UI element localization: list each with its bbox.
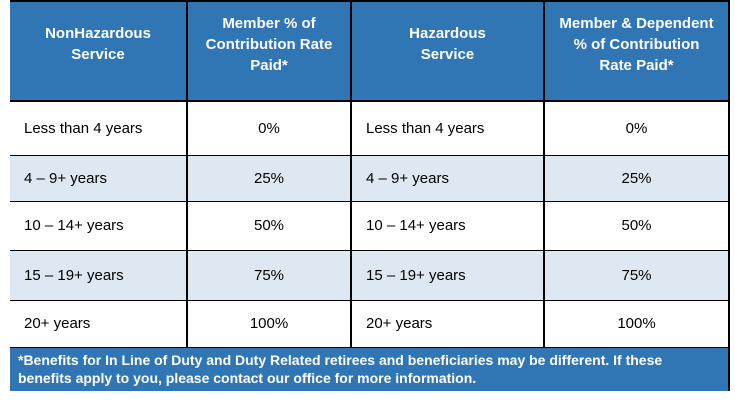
hazardous-service-cell: 10 – 14+ years — [350, 200, 544, 251]
member-dependent-pct-cell: 25% — [543, 154, 729, 202]
hazardous-service-cell: Less than 4 years — [350, 100, 544, 156]
col-header-member-pct-paid: Member % of Contribution Rate Paid* — [186, 1, 351, 102]
contribution-rates-table: NonHazardous Service Member % of Contrib… — [10, 0, 730, 391]
member-dependent-pct-cell: 0% — [543, 100, 729, 156]
nonhazardous-service-cell: 4 – 9+ years — [10, 154, 187, 202]
member-pct-cell: 75% — [186, 249, 351, 301]
member-dependent-pct-cell: 100% — [543, 299, 729, 348]
nonhazardous-service-cell: Less than 4 years — [10, 100, 187, 156]
hazardous-service-cell: 15 – 19+ years — [350, 249, 544, 301]
table-row: 10 – 14+ years 50% 10 – 14+ years 50% — [10, 200, 729, 251]
table-row: 20+ years 100% 20+ years 100% — [10, 299, 729, 348]
member-pct-cell: 25% — [186, 154, 351, 202]
header-row: NonHazardous Service Member % of Contrib… — [10, 1, 729, 102]
col-header-hazardous-service: Hazardous Service — [350, 1, 544, 102]
hazardous-service-cell: 20+ years — [350, 299, 544, 348]
hazardous-service-cell: 4 – 9+ years — [350, 154, 544, 202]
footnote-row: *Benefits for In Line of Duty and Duty R… — [10, 346, 729, 391]
table-row: 15 – 19+ years 75% 15 – 19+ years 75% — [10, 249, 729, 301]
member-dependent-pct-cell: 75% — [543, 249, 729, 301]
col-header-member-dependent-pct-paid: Member & Dependent % of Contribution Rat… — [543, 1, 729, 102]
member-pct-cell: 100% — [186, 299, 351, 348]
nonhazardous-service-cell: 15 – 19+ years — [10, 249, 187, 301]
member-dependent-pct-cell: 50% — [543, 200, 729, 251]
table-row: 4 – 9+ years 25% 4 – 9+ years 25% — [10, 154, 729, 202]
member-pct-cell: 0% — [186, 100, 351, 156]
nonhazardous-service-cell: 10 – 14+ years — [10, 200, 187, 251]
member-pct-cell: 50% — [186, 200, 351, 251]
nonhazardous-service-cell: 20+ years — [10, 299, 187, 348]
footnote-text: *Benefits for In Line of Duty and Duty R… — [10, 346, 729, 391]
table-row: Less than 4 years 0% Less than 4 years 0… — [10, 100, 729, 156]
col-header-nonhazardous-service: NonHazardous Service — [10, 1, 187, 102]
